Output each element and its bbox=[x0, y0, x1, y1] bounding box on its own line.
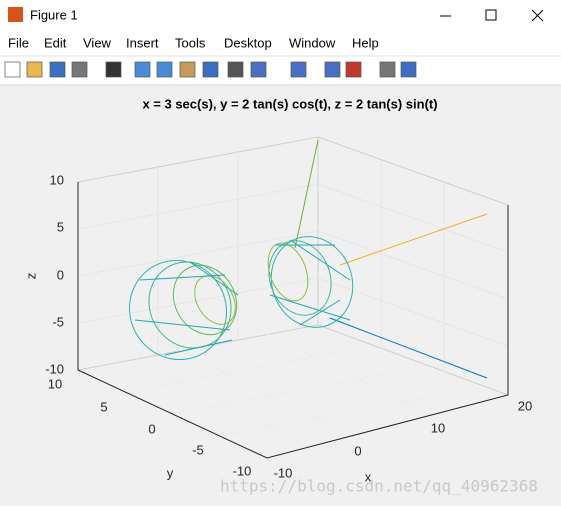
y-axis-label: y bbox=[167, 465, 174, 480]
chrome bbox=[0, 0, 561, 86]
toolbar-button[interactable] bbox=[324, 61, 341, 78]
toolbar-button[interactable] bbox=[156, 61, 173, 78]
toolbar-button[interactable] bbox=[4, 61, 21, 78]
x-tick-label: 0 bbox=[354, 443, 361, 458]
y-tick-label: 5 bbox=[100, 399, 107, 414]
toolbar-button[interactable] bbox=[290, 61, 307, 78]
menu-item[interactable]: Insert bbox=[126, 35, 159, 50]
toolbar-button[interactable] bbox=[134, 61, 151, 78]
toolbar-button[interactable] bbox=[400, 61, 417, 78]
app-icon bbox=[8, 7, 23, 22]
z-axis-label: z bbox=[23, 273, 38, 280]
y-tick-label: 10 bbox=[48, 376, 62, 391]
z-tick-label: 0 bbox=[57, 267, 64, 282]
surface bbox=[128, 139, 488, 379]
z-tick-label: 10 bbox=[50, 172, 64, 187]
toolbar-button[interactable] bbox=[105, 61, 122, 78]
menu-item[interactable]: Window bbox=[289, 35, 336, 50]
window-title: Figure 1 bbox=[30, 7, 78, 22]
toolbar-button[interactable] bbox=[179, 61, 196, 78]
x-tick-label: 10 bbox=[431, 420, 445, 435]
toolbar-button[interactable] bbox=[26, 61, 43, 78]
menu-item[interactable]: Help bbox=[352, 35, 379, 50]
toolbar bbox=[4, 61, 417, 78]
axes-box bbox=[77, 136, 509, 459]
menu-item[interactable]: Tools bbox=[175, 35, 206, 50]
menu-item[interactable]: Desktop bbox=[224, 35, 272, 50]
menu-item[interactable]: View bbox=[83, 35, 112, 50]
toolbar-button[interactable] bbox=[379, 61, 396, 78]
toolbar-button[interactable] bbox=[49, 61, 66, 78]
y-tick-label: 0 bbox=[148, 421, 155, 436]
menu-item[interactable]: Edit bbox=[44, 35, 67, 50]
toolbar-button[interactable] bbox=[71, 61, 88, 78]
x-axis-label: x bbox=[365, 469, 372, 484]
y-tick-label: -5 bbox=[192, 442, 204, 457]
x-tick-label: -10 bbox=[274, 465, 293, 480]
maximize-button[interactable] bbox=[485, 9, 497, 21]
z-tick-label: -10 bbox=[45, 361, 64, 376]
z-tick-label: -5 bbox=[52, 314, 64, 329]
x-tick-label: 20 bbox=[518, 398, 532, 413]
menu-bar: File Edit View Insert Tools Desktop Window Help bbox=[8, 35, 379, 50]
toolbar-button[interactable] bbox=[250, 61, 267, 78]
plot-title: x = 3 sec(s), y = 2 tan(s) cos(t), z = 2… bbox=[142, 96, 437, 111]
toolbar-button[interactable] bbox=[227, 61, 244, 78]
watermark: https://blog.csdn.net/qq_40962368 bbox=[220, 477, 538, 496]
menu-item[interactable]: File bbox=[8, 35, 29, 50]
close-button[interactable] bbox=[531, 9, 544, 22]
toolbar-button[interactable] bbox=[202, 61, 219, 78]
z-tick-label: 5 bbox=[57, 219, 64, 234]
y-tick-label: -10 bbox=[233, 463, 252, 478]
toolbar-button[interactable] bbox=[345, 61, 362, 78]
